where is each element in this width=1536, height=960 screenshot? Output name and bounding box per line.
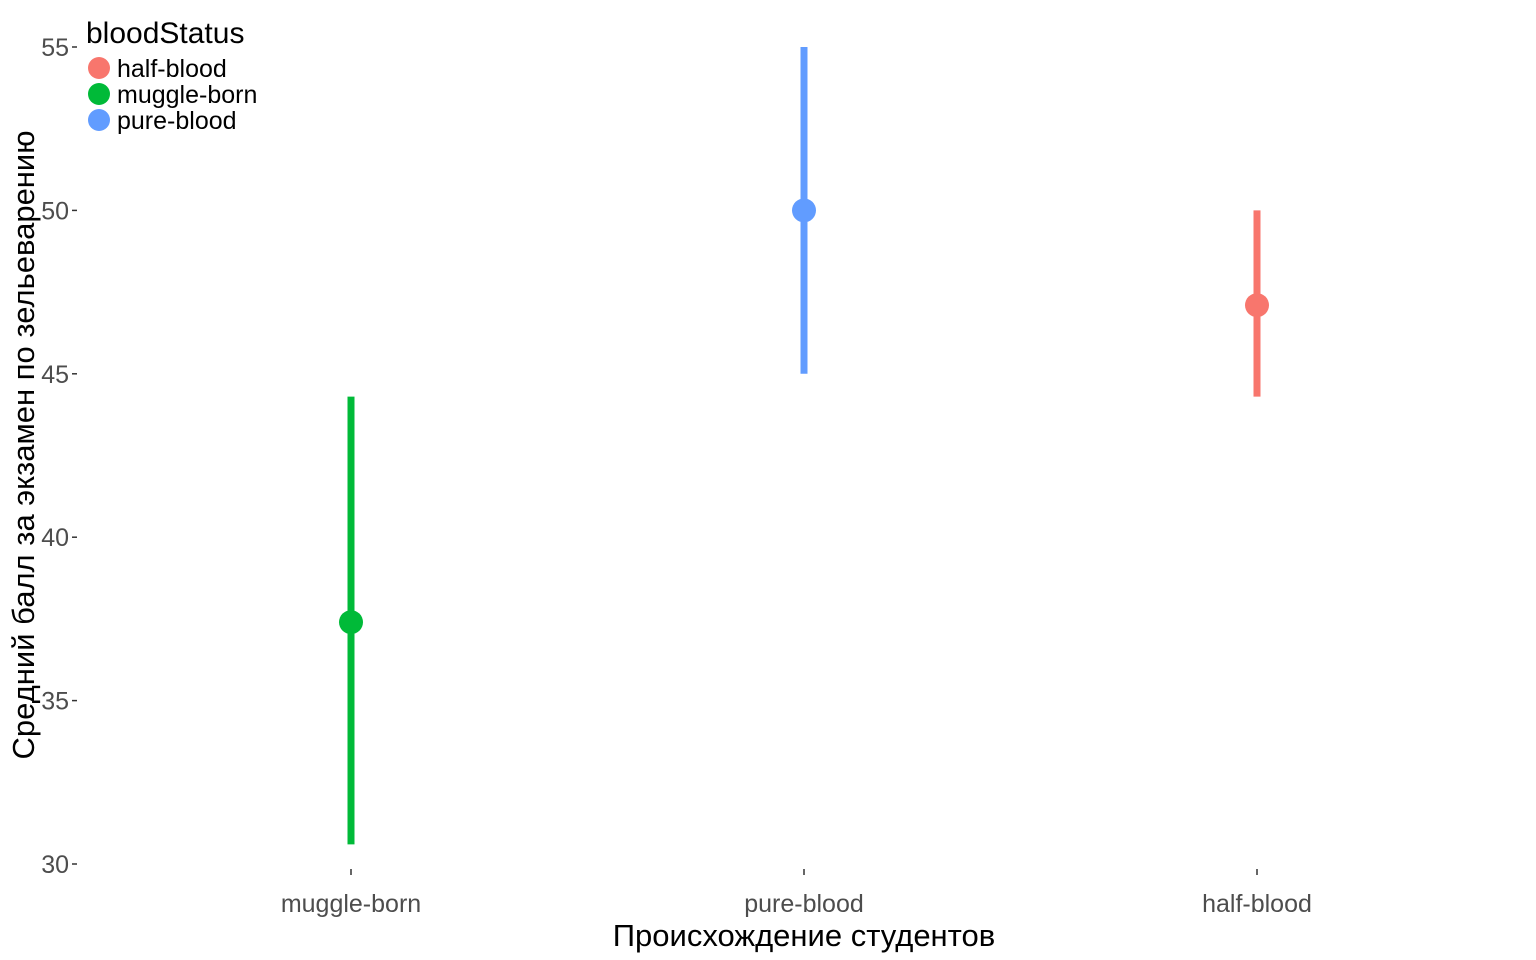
x-tick-label: muggle-born bbox=[281, 890, 421, 918]
y-tick-label: 40 bbox=[41, 524, 69, 552]
error-bars bbox=[347, 47, 1261, 845]
y-tick-label: 55 bbox=[41, 34, 69, 62]
mean-point-pure-blood bbox=[792, 198, 816, 223]
mean-point-half-blood bbox=[1245, 293, 1269, 318]
legend-key-muggle-born bbox=[88, 83, 110, 105]
legend-label-half-blood: half-blood bbox=[117, 55, 227, 83]
mean-point-muggle-born bbox=[339, 610, 363, 635]
legend-label-pure-blood: pure-blood bbox=[117, 107, 237, 135]
y-tick-label: 35 bbox=[41, 688, 69, 716]
x-axis-title: Происхождение студентов bbox=[613, 918, 996, 953]
legend-key-half-blood bbox=[88, 57, 110, 79]
legend-title: bloodStatus bbox=[86, 17, 244, 50]
x-axis: muggle-born pure-blood half-blood bbox=[281, 869, 1312, 918]
y-tick-label: 50 bbox=[41, 197, 69, 225]
mean-points bbox=[339, 198, 1269, 635]
y-tick-label: 30 bbox=[41, 851, 69, 879]
legend: bloodStatus half-bloodmuggle-bornpure-bl… bbox=[86, 17, 257, 135]
y-tick-label: 45 bbox=[41, 361, 69, 389]
y-axis: 30 35 40 45 50 55 bbox=[41, 34, 77, 879]
legend-label-muggle-born: muggle-born bbox=[117, 81, 257, 109]
legend-key-pure-blood bbox=[88, 109, 110, 131]
x-tick-label: pure-blood bbox=[744, 890, 864, 918]
y-axis-title: Средний балл за экзамен по зельеварению bbox=[6, 131, 41, 760]
x-tick-label: half-blood bbox=[1202, 890, 1312, 918]
